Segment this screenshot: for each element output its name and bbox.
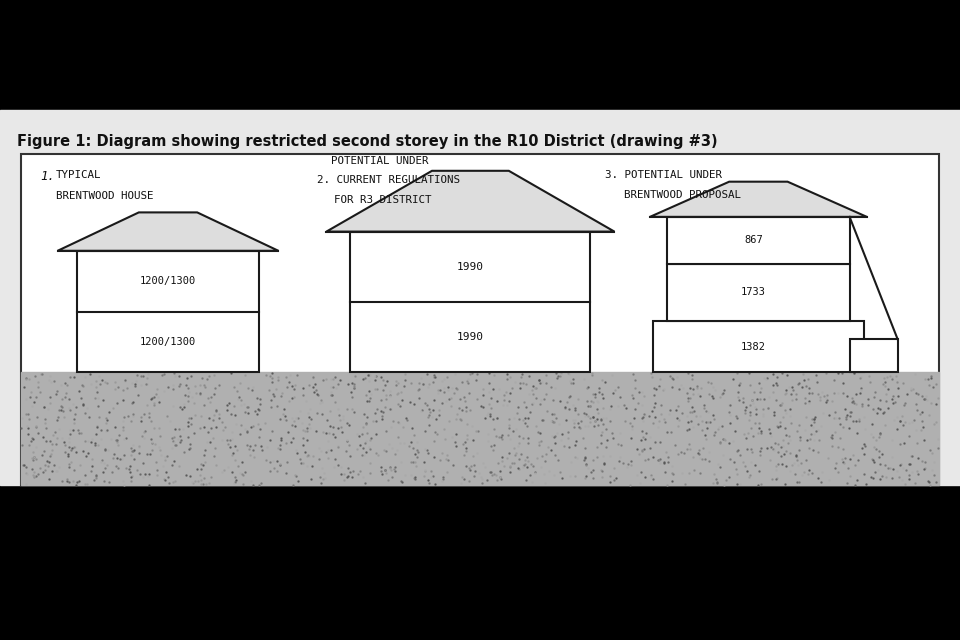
Bar <box>77 251 259 372</box>
Text: 1733: 1733 <box>741 287 766 298</box>
Bar <box>0 110 960 485</box>
Bar <box>667 217 850 264</box>
Text: POTENTIAL UNDER: POTENTIAL UNDER <box>331 156 429 166</box>
Text: 1990: 1990 <box>457 332 484 342</box>
Text: BRENTWOOD HOUSE: BRENTWOOD HOUSE <box>56 191 154 201</box>
Text: FOR R3 DISTRICT: FOR R3 DISTRICT <box>334 195 432 205</box>
Text: 1200/1300: 1200/1300 <box>140 337 196 347</box>
Text: 3. POTENTIAL UNDER: 3. POTENTIAL UNDER <box>605 170 722 180</box>
Bar <box>350 232 590 372</box>
Text: TYPICAL: TYPICAL <box>56 170 101 180</box>
Text: BRENTWOOD PROPOSAL: BRENTWOOD PROPOSAL <box>624 190 741 200</box>
Bar <box>653 321 864 372</box>
Text: 1382: 1382 <box>741 342 766 352</box>
Polygon shape <box>58 212 278 251</box>
Text: 1990: 1990 <box>457 262 484 272</box>
Bar <box>21 372 939 485</box>
Polygon shape <box>326 171 614 232</box>
Text: 2. CURRENT REGULATIONS: 2. CURRENT REGULATIONS <box>317 175 460 186</box>
Bar <box>21 154 939 485</box>
Polygon shape <box>650 182 867 217</box>
Text: Figure 1: Diagram showing restricted second storey in the R10 District (drawing : Figure 1: Diagram showing restricted sec… <box>17 134 718 149</box>
Bar <box>850 339 898 372</box>
Text: 1200/1300: 1200/1300 <box>140 276 196 286</box>
Text: 867: 867 <box>744 236 763 245</box>
Bar <box>667 264 850 321</box>
Text: 1.: 1. <box>40 170 55 182</box>
